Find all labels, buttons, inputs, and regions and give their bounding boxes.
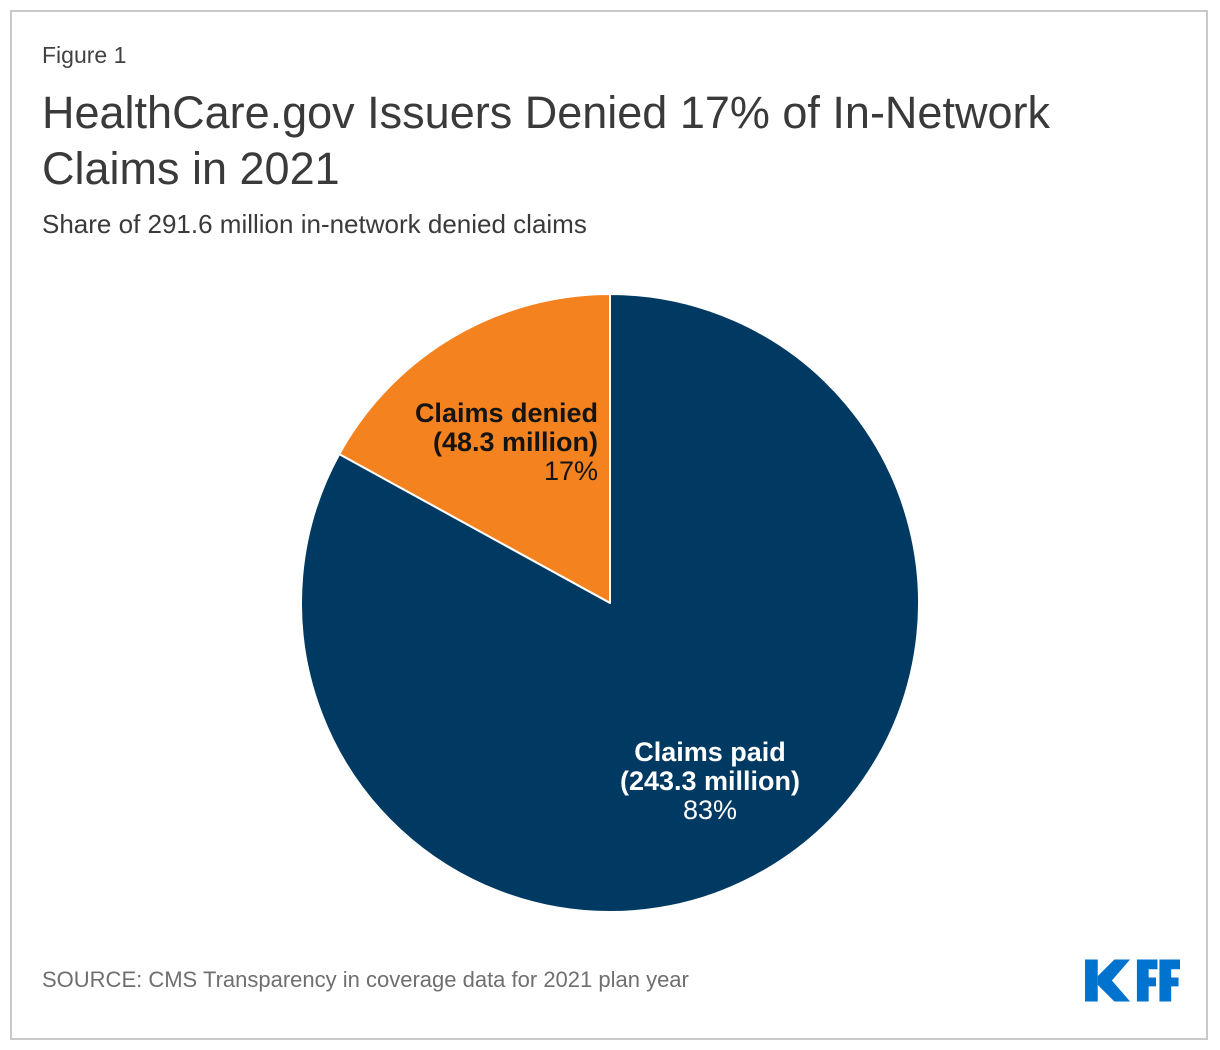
slice-paid-percent: 83%: [682, 795, 738, 825]
figure-number-label: Figure 1: [42, 42, 127, 68]
slice-label-claims-denied: Claims denied (48.3 million) 17%: [415, 399, 598, 486]
kff-logo-letter-k-arms: [1097, 959, 1131, 1002]
slice-paid-value: (243.3 million): [619, 766, 801, 796]
pie-slice-claims-denied: [338, 293, 611, 604]
kff-logo-letter-f1: [1136, 959, 1158, 1002]
kff-logo-letter-f2: [1159, 959, 1180, 1002]
kff-logo-letter-k: [1085, 959, 1098, 1002]
slice-denied-percent: 17%: [543, 456, 598, 486]
kff-logo: [1085, 959, 1180, 1002]
slice-paid-name: Claims paid: [634, 737, 786, 767]
source-note: SOURCE: CMS Transparency in coverage dat…: [42, 967, 689, 992]
slice-denied-name: Claims denied: [414, 398, 598, 428]
chart-subtitle: Share of 291.6 million in-network denied…: [42, 209, 587, 239]
pie-chart: [300, 293, 920, 913]
chart-title: HealthCare.gov Issuers Denied 17% of In-…: [42, 87, 1050, 194]
slice-label-claims-paid: Claims paid (243.3 million) 83%: [560, 738, 860, 825]
slice-denied-value: (48.3 million): [432, 427, 598, 457]
pie-slice-claims-paid: [300, 293, 920, 913]
